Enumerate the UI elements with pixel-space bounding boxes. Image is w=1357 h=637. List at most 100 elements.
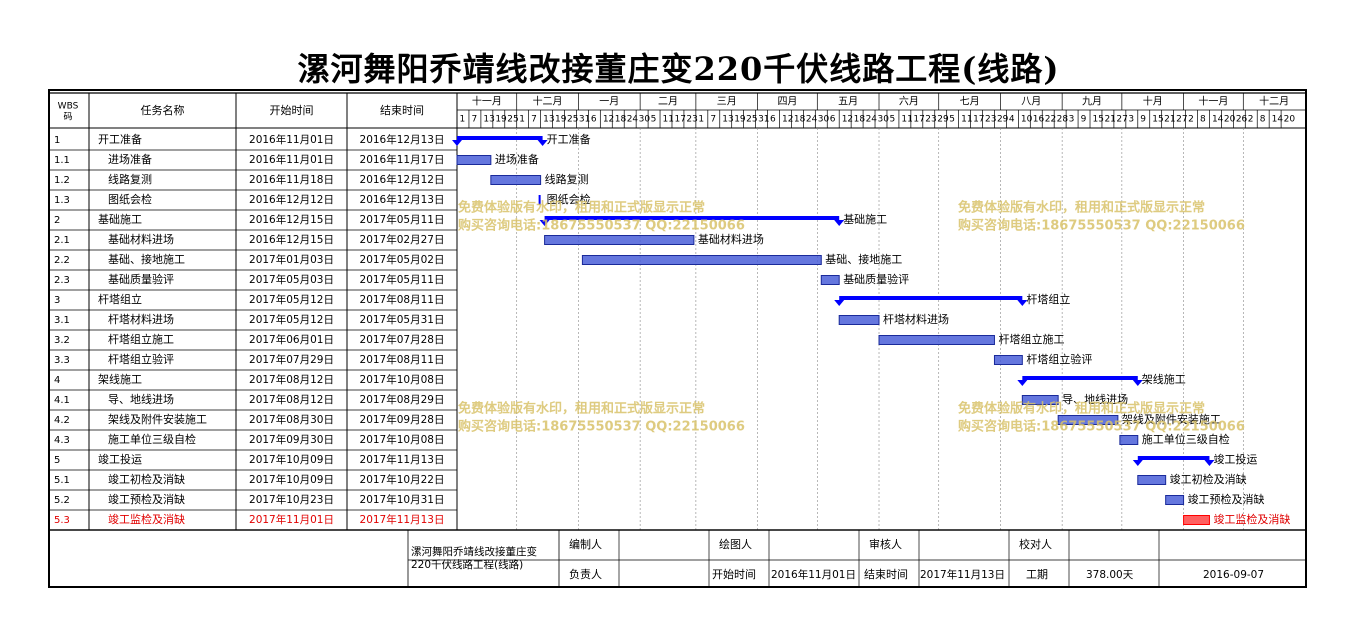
timeline-day-label: 9 <box>1081 115 1087 125</box>
footer-drawer-label: 绘图人 <box>719 537 752 551</box>
task-end: 2017年09月28日 <box>360 413 445 426</box>
summary-bar[interactable] <box>457 136 543 140</box>
timeline-day-label: 18 <box>794 115 806 125</box>
timeline-day-label: 20 <box>1284 115 1296 125</box>
footer-duration-label: 工期 <box>1026 568 1048 581</box>
timeline-month-label: 四月 <box>777 96 797 108</box>
watermark-line-1: 免费体验版有水印，租用和正式版显示正常 <box>458 200 705 216</box>
task-end: 2017年05月11日 <box>360 213 445 226</box>
timeline-day-label: 15 <box>1093 115 1104 125</box>
task-start: 2017年06月01日 <box>249 333 334 346</box>
timeline-month-label: 七月 <box>960 96 980 108</box>
summary-bar[interactable] <box>1137 456 1210 460</box>
timeline-day-label: 12 <box>842 115 853 125</box>
timeline-month-label: 五月 <box>838 96 858 108</box>
task-end: 2017年11月13日 <box>360 513 445 526</box>
gantt-frame <box>48 89 1307 588</box>
task-bar-label: 杆塔材料进场 <box>883 312 949 326</box>
timeline-day-label: 17 <box>973 115 984 125</box>
critical-task-bar[interactable] <box>1183 515 1210 525</box>
footer-end-label: 结束时间 <box>864 568 908 581</box>
start-time-header: 开始时间 <box>270 103 314 117</box>
task-bar[interactable] <box>1119 435 1139 445</box>
timeline-day-label: 11 <box>901 115 912 125</box>
timeline-day-label: 24 <box>627 115 639 125</box>
timeline-day-label: 19 <box>555 115 567 125</box>
task-wbs: 3.2 <box>54 335 70 346</box>
timeline-day-label: 8 <box>1200 115 1206 125</box>
task-name: 开工准备 <box>98 132 142 146</box>
task-end: 2017年08月11日 <box>360 353 445 366</box>
timeline-day-label: 7 <box>531 115 537 125</box>
timeline-day-label: 9 <box>1140 115 1146 125</box>
task-wbs: 4.3 <box>54 435 70 446</box>
task-bar[interactable] <box>1057 415 1119 425</box>
task-wbs: 1 <box>54 135 60 146</box>
task-name: 基础、接地施工 <box>108 253 185 266</box>
task-end: 2016年12月13日 <box>360 193 445 206</box>
summary-bar[interactable] <box>544 216 840 220</box>
timeline-month-label: 二月 <box>658 96 678 108</box>
task-end: 2017年02月27日 <box>360 233 445 246</box>
summary-bar[interactable] <box>1022 376 1138 380</box>
task-start: 2017年08月12日 <box>249 373 334 386</box>
timeline-day-label: 19 <box>734 115 746 125</box>
task-bar[interactable] <box>820 275 840 285</box>
timeline-day-label: 8 <box>1260 115 1266 125</box>
timeline-month-label: 六月 <box>899 96 919 108</box>
task-bar[interactable] <box>1165 495 1185 505</box>
task-bar-label: 竣工监检及消缺 <box>1213 512 1290 526</box>
task-bar[interactable] <box>1021 395 1059 405</box>
task-bar[interactable] <box>878 335 995 345</box>
task-bar-label: 开工准备 <box>547 132 591 146</box>
timeline-day-label: 21 <box>1164 115 1175 125</box>
task-end: 2016年12月12日 <box>360 173 445 186</box>
timeline-day-label: 6 <box>770 115 776 125</box>
task-bar-label: 图纸会检 <box>547 192 591 206</box>
timeline-day-label: 28 <box>1057 115 1069 125</box>
footer-owner-label: 负责人 <box>569 567 602 581</box>
task-end: 2017年08月29日 <box>360 393 445 406</box>
timeline-day-label: 1 <box>460 115 466 125</box>
task-bar[interactable] <box>456 155 492 165</box>
summary-end-marker <box>1017 300 1028 306</box>
timeline-day-label: 4 <box>1009 115 1015 125</box>
task-wbs: 2 <box>54 215 60 226</box>
timeline-day-label: 7 <box>710 115 716 125</box>
summary-end-marker <box>1204 460 1215 466</box>
milestone-bar[interactable] <box>538 195 541 205</box>
timeline-day-label: 31 <box>579 115 590 125</box>
timeline-day-label: 20 <box>1224 115 1236 125</box>
task-wbs: 2.2 <box>54 255 70 266</box>
timeline-day-label: 2 <box>1188 115 1194 125</box>
task-name: 杆塔组立 <box>98 292 142 306</box>
task-bar[interactable] <box>993 355 1023 365</box>
task-wbs: 3.3 <box>54 355 70 366</box>
task-bar-label: 杆塔组立验评 <box>1026 352 1092 366</box>
task-name: 基础施工 <box>98 213 142 226</box>
task-start: 2017年01月03日 <box>249 253 334 266</box>
task-bar[interactable] <box>838 315 880 325</box>
timeline-day-label: 22 <box>1045 115 1056 125</box>
timeline-day-label: 23 <box>686 115 697 125</box>
task-wbs: 3 <box>54 295 60 306</box>
task-bar[interactable] <box>1137 475 1167 485</box>
task-name: 基础材料进场 <box>108 232 174 246</box>
task-wbs: 2.1 <box>54 235 70 246</box>
task-name: 导、地线进场 <box>108 392 174 406</box>
task-end: 2017年08月11日 <box>360 293 445 306</box>
task-name: 竣工监检及消缺 <box>108 512 185 526</box>
task-start: 2016年11月01日 <box>249 133 334 146</box>
summary-bar[interactable] <box>839 296 1023 300</box>
task-bar[interactable] <box>490 175 542 185</box>
footer-project-name-line2: 220千伏线路工程(线路) <box>411 558 523 571</box>
task-wbs: 1.3 <box>54 195 70 206</box>
timeline-day-label: 7 <box>471 115 477 125</box>
task-bar[interactable] <box>544 235 695 245</box>
task-name: 杆塔组立验评 <box>108 352 174 366</box>
task-bar[interactable] <box>581 255 822 265</box>
task-name: 竣工预检及消缺 <box>108 492 185 506</box>
footer-start-value: 2016年11月01日 <box>771 568 856 581</box>
task-name: 架线施工 <box>98 372 142 386</box>
task-name: 进场准备 <box>108 152 152 166</box>
